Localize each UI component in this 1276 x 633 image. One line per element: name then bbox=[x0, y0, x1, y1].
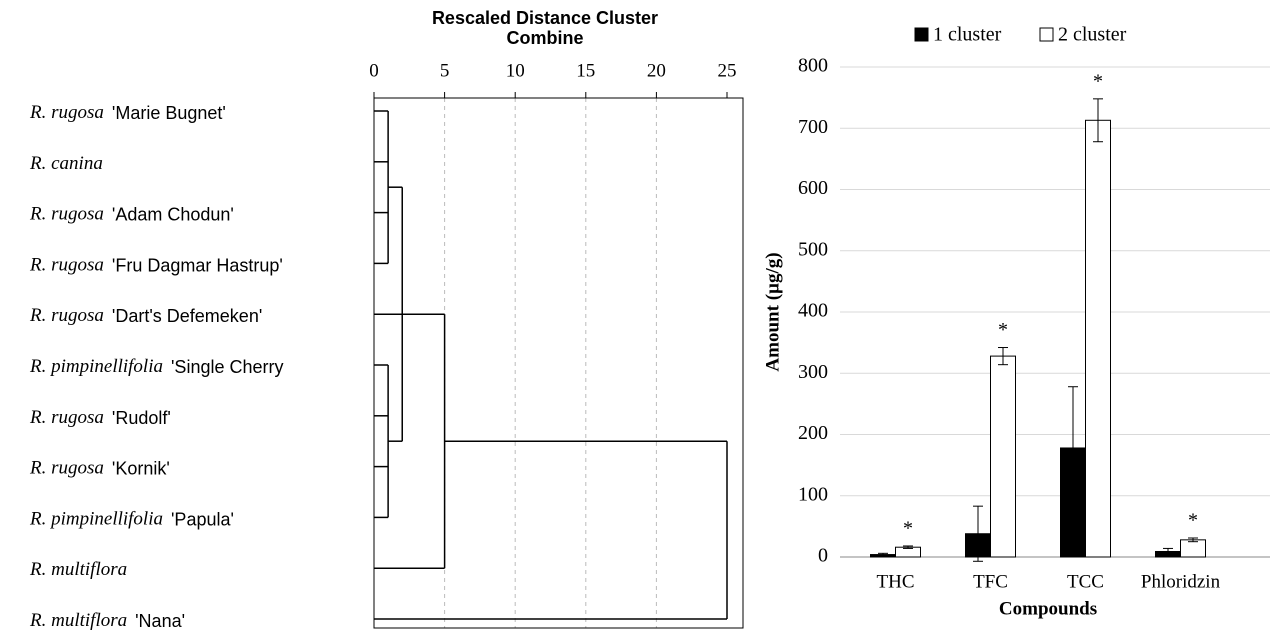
x-tick-label: 20 bbox=[647, 60, 666, 81]
y-tick-label: 400 bbox=[798, 300, 828, 322]
leaf-label: R. rugosa 'Adam Chodun' bbox=[29, 204, 234, 225]
x-tick-label: 10 bbox=[506, 60, 525, 81]
x-tick-label: TFC bbox=[973, 571, 1008, 592]
leaf-species: R. rugosa bbox=[29, 407, 104, 428]
leaf-species: R. pimpinellifolia bbox=[29, 356, 163, 377]
legend-label: 1 cluster bbox=[933, 24, 1002, 46]
significance-mark: * bbox=[1188, 510, 1198, 532]
plot-frame bbox=[373, 97, 744, 629]
leaf-cultivar: 'Papula' bbox=[171, 509, 234, 529]
legend-swatch bbox=[914, 27, 929, 42]
y-tick-label: 800 bbox=[798, 55, 828, 77]
leaf-label: R. pimpinellifolia 'Papula' bbox=[29, 509, 234, 530]
y-tick-label: 200 bbox=[798, 422, 828, 444]
bar bbox=[1180, 539, 1206, 558]
leaf-label: R. pimpinellifolia 'Single Cherry bbox=[29, 356, 283, 377]
bar bbox=[990, 355, 1016, 558]
legend-swatch bbox=[1039, 27, 1054, 42]
leaf-cultivar: 'Fru Dagmar Hastrup' bbox=[112, 255, 283, 275]
leaf-species: R. pimpinellifolia bbox=[29, 509, 163, 530]
significance-mark: * bbox=[1093, 70, 1103, 92]
leaf-cultivar: 'Single Cherry bbox=[171, 357, 283, 377]
x-tick-label: Phloridzin bbox=[1141, 571, 1221, 592]
leaf-species: R. multiflora bbox=[29, 610, 127, 631]
x-tick-label: TCC bbox=[1067, 571, 1104, 592]
x-tick-label: 5 bbox=[440, 60, 450, 81]
leaf-label: R. rugosa 'Rudolf' bbox=[29, 407, 171, 428]
x-tick-label: 0 bbox=[369, 60, 379, 81]
y-tick-label: 100 bbox=[798, 483, 828, 505]
leaf-species: R. rugosa bbox=[29, 204, 104, 225]
leaf-cultivar: 'Marie Bugnet' bbox=[112, 103, 226, 123]
bar bbox=[1085, 119, 1111, 558]
dendrogram-title: Rescaled Distance Cluster bbox=[432, 8, 658, 28]
dendrogram-title: Combine bbox=[506, 28, 583, 48]
leaf-cultivar: 'Rudolf' bbox=[112, 408, 171, 428]
y-tick-label: 600 bbox=[798, 177, 828, 199]
leaf-species: R. rugosa bbox=[29, 306, 104, 327]
x-tick-label: THC bbox=[877, 571, 915, 592]
leaf-label: R. rugosa 'Kornik' bbox=[29, 458, 170, 479]
y-tick-label: 500 bbox=[798, 238, 828, 260]
significance-mark: * bbox=[998, 319, 1008, 341]
x-tick-label: 25 bbox=[718, 60, 737, 81]
x-axis-label: Compounds bbox=[999, 598, 1097, 619]
leaf-label: R. multiflora 'Nana' bbox=[29, 610, 185, 631]
leaf-cultivar: 'Dart's Defemeken' bbox=[112, 306, 262, 326]
y-tick-label: 0 bbox=[818, 545, 828, 567]
leaf-cultivar: 'Kornik' bbox=[112, 458, 170, 478]
x-tick-label: 15 bbox=[576, 60, 595, 81]
leaf-cultivar: 'Nana' bbox=[135, 611, 185, 631]
significance-mark: * bbox=[903, 518, 913, 540]
leaf-label: R. multiflora bbox=[29, 560, 127, 581]
leaf-cultivar: 'Adam Chodun' bbox=[112, 204, 234, 224]
legend-label: 2 cluster bbox=[1058, 24, 1127, 46]
leaf-species: R. canina bbox=[29, 153, 103, 174]
leaf-label: R. rugosa 'Fru Dagmar Hastrup' bbox=[29, 255, 283, 276]
y-axis-label: Amount (µg/g) bbox=[762, 252, 783, 371]
leaf-species: R. rugosa bbox=[29, 255, 104, 276]
y-tick-label: 300 bbox=[798, 361, 828, 383]
leaf-species: R. multiflora bbox=[29, 560, 127, 581]
leaf-label: R. rugosa 'Dart's Defemeken' bbox=[29, 306, 262, 327]
y-tick-label: 700 bbox=[798, 116, 828, 138]
leaf-label: R. rugosa 'Marie Bugnet' bbox=[29, 102, 226, 123]
leaf-label: R. canina bbox=[29, 153, 103, 174]
leaf-species: R. rugosa bbox=[29, 102, 104, 123]
leaf-species: R. rugosa bbox=[29, 458, 104, 479]
